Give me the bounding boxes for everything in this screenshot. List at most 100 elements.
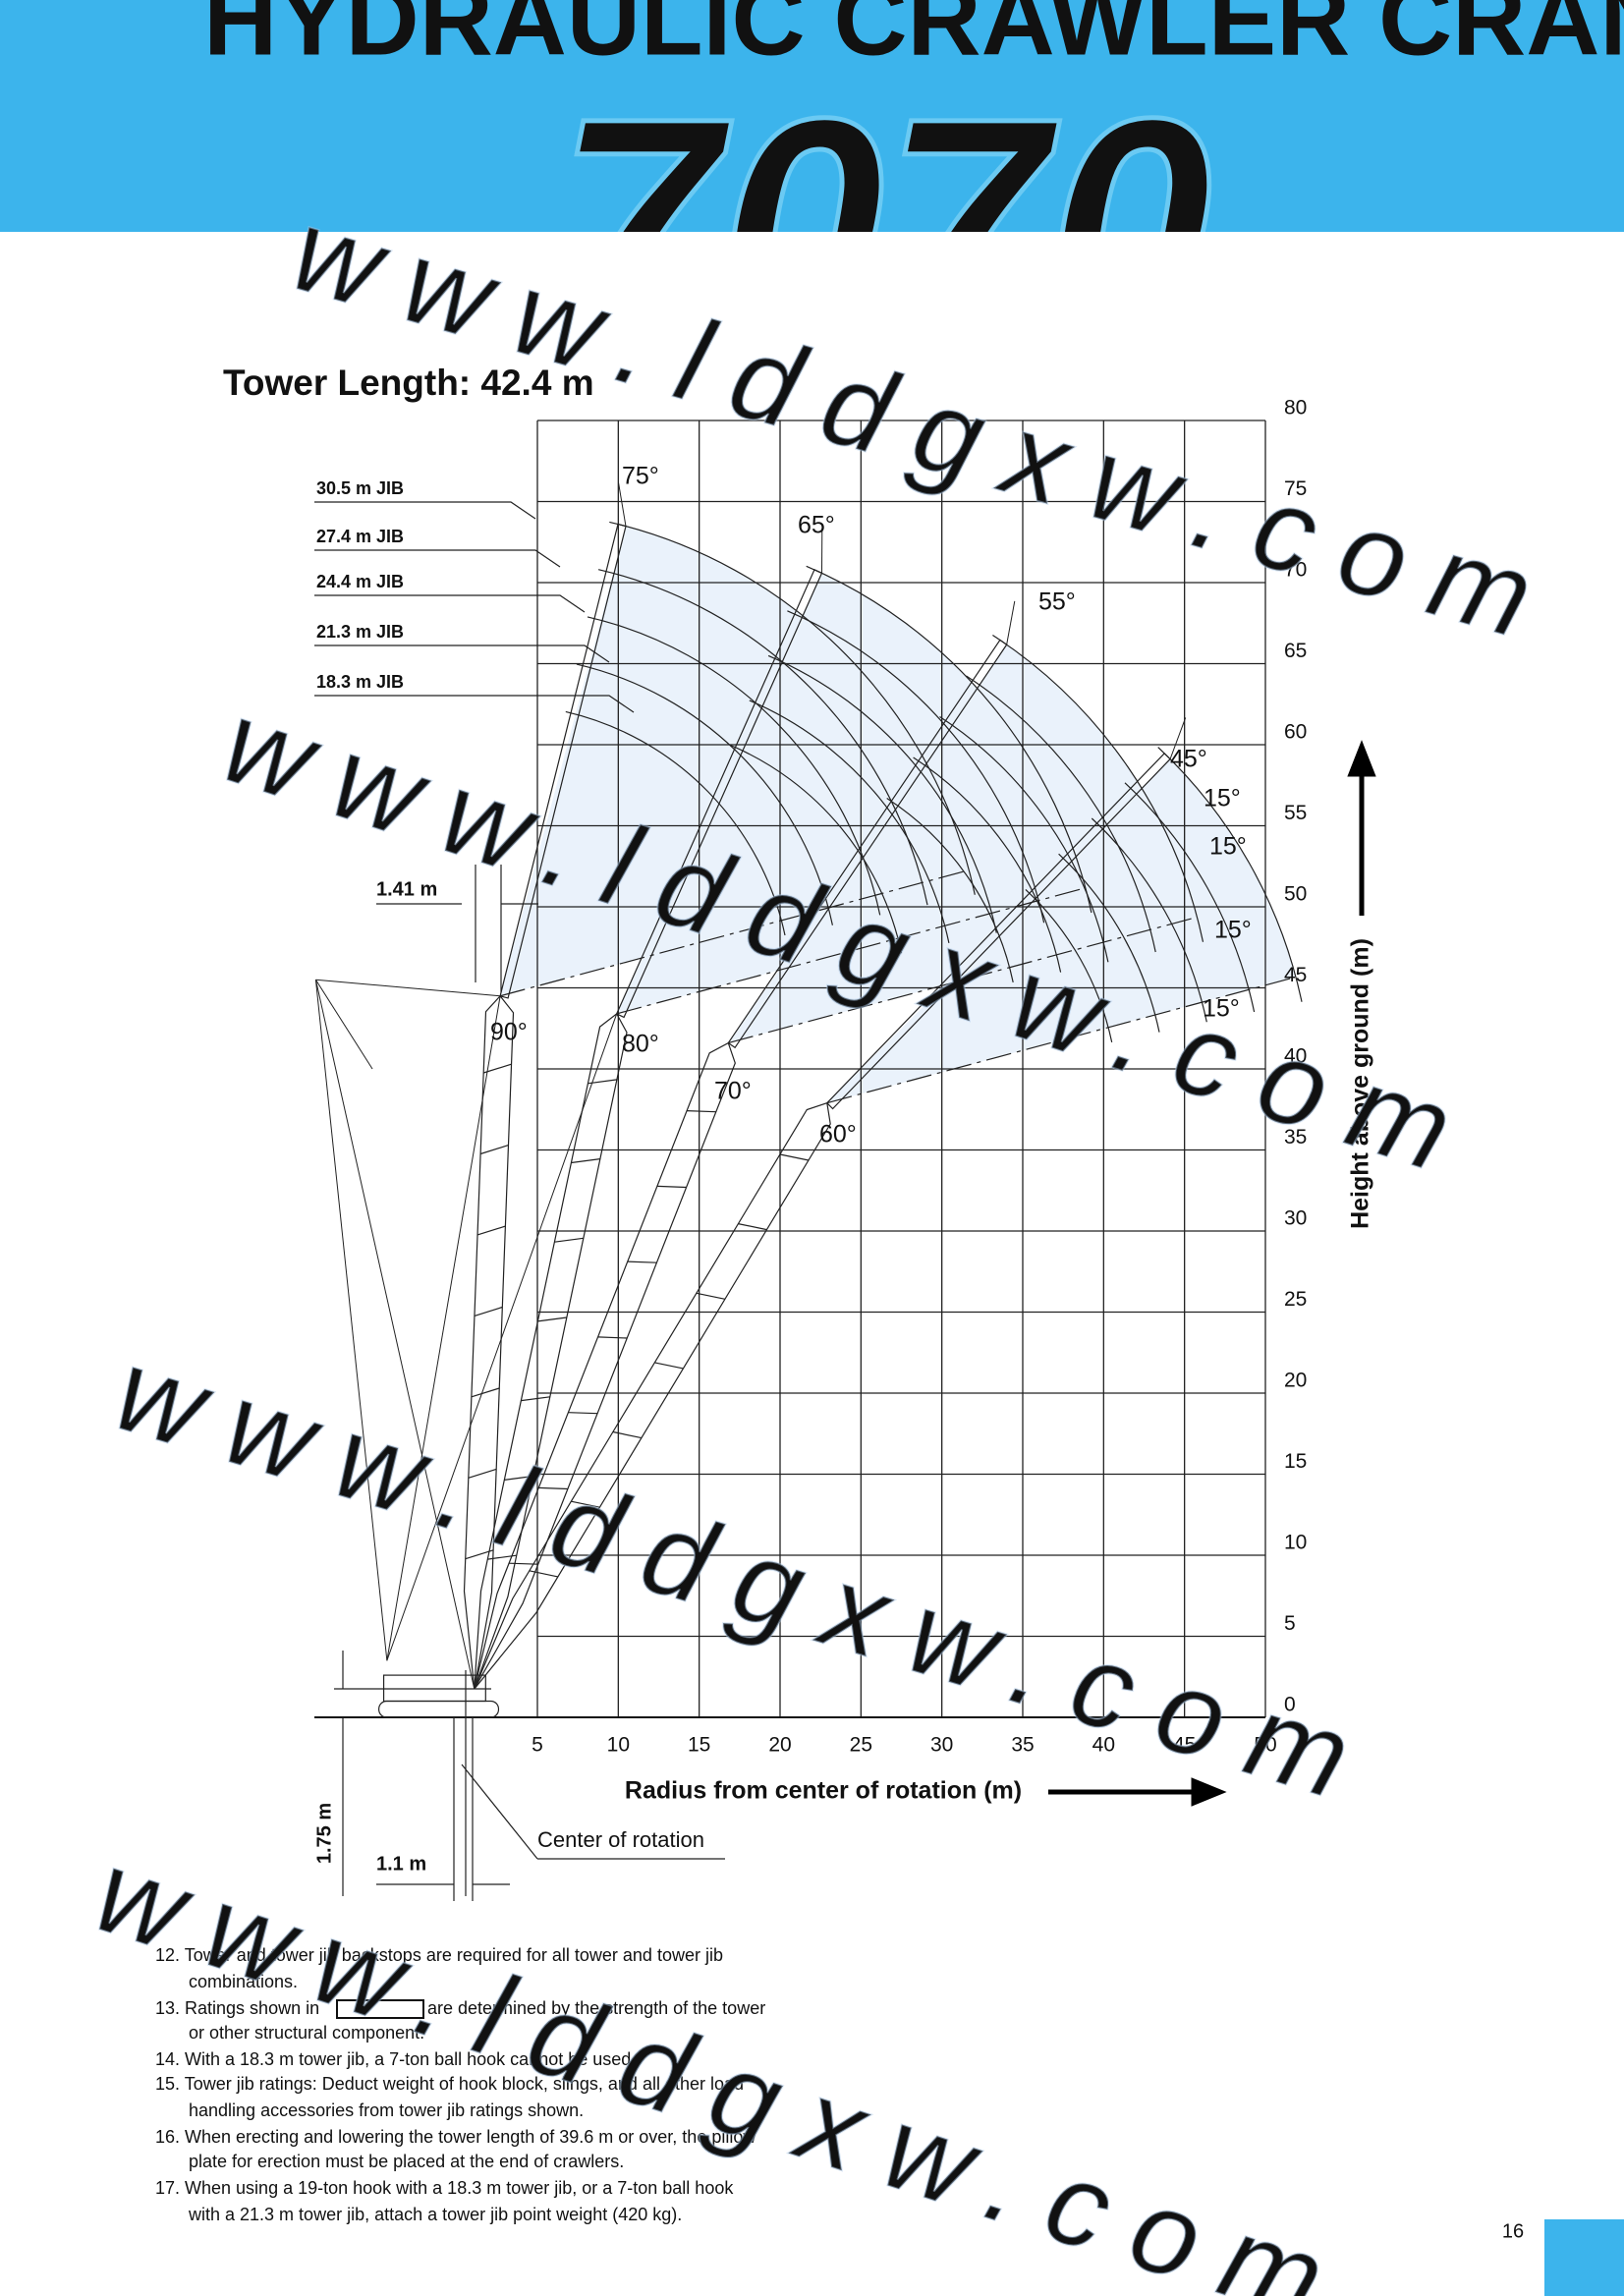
jib-leader (314, 644, 610, 663)
x-axis-arrow (1048, 1777, 1227, 1807)
boom-brace (597, 1336, 628, 1339)
boom-brace (738, 1223, 767, 1231)
diagram-title: Tower Length: 42.4 m (223, 363, 594, 403)
corner-tab (1544, 2219, 1624, 2296)
jib-leader (314, 501, 536, 520)
offset-angle: 15° (1214, 917, 1252, 944)
jib-leader (314, 549, 561, 568)
y-tick-label: 15 (1284, 1450, 1307, 1473)
y-tick-label: 20 (1284, 1370, 1307, 1392)
note-line: or other structural component. (189, 2023, 424, 2043)
y-tick-label: 0 (1284, 1694, 1296, 1716)
dimension-line (334, 1651, 491, 1896)
watermark: www.lddgxw.com (279, 184, 1575, 671)
jib-label: 27.4 m JIB (316, 527, 404, 546)
x-tick-label: 10 (607, 1734, 630, 1757)
jib-angle-leader (618, 482, 627, 527)
boom-brace (571, 1500, 600, 1508)
jib-arc (576, 663, 833, 925)
y-tick-label: 30 (1284, 1207, 1307, 1230)
jib-label: 24.4 m JIB (316, 572, 404, 591)
note-line: 15. Tower jib ratings: Deduct weight of … (155, 2074, 744, 2094)
backstop (314, 980, 388, 1661)
jib-arc (565, 710, 786, 936)
note-line: 12. Tower and tower jib backstops are re… (155, 1945, 723, 1965)
boom-brace (529, 1570, 559, 1578)
x-tick-label: 40 (1092, 1734, 1115, 1757)
boom-brace (568, 1412, 598, 1415)
jib (615, 568, 823, 1019)
jib-arc (966, 675, 1156, 953)
jib-arc (992, 634, 1204, 942)
dimension: 1.41 m (376, 878, 437, 900)
backstop (314, 980, 476, 1690)
jib-arc (1058, 853, 1160, 1033)
offset-line (826, 976, 1297, 1104)
plot: 5 10 15 20 25 30 35 40 45 50051015202530354045505… (313, 397, 1376, 1901)
jib-leader (314, 695, 635, 713)
x-axis-label: Radius from center of rotation (m) (625, 1777, 1022, 1805)
y-axis-arrow (1347, 740, 1376, 916)
header-title: HYDRAULIC CRAWLER CRANE (203, 0, 1624, 77)
note-line: 17. When using a 19-ton hook with a 18.3… (155, 2178, 734, 2198)
note-line: plate for erection must be placed at the… (189, 2152, 624, 2171)
boom-brace (479, 1145, 509, 1155)
note-line: are determined by the strength of the to… (427, 1998, 765, 2018)
boom-brace (588, 1079, 617, 1085)
crane-body (382, 1674, 486, 1703)
jib-arc (1124, 782, 1256, 1013)
jib-arc (886, 797, 1014, 983)
jib-arc (767, 654, 997, 933)
notes: 12. Tower and tower jib backstops are re… (155, 1945, 765, 2224)
jib-arc (587, 616, 881, 916)
boom-brace (521, 1396, 550, 1402)
y-axis-label: Height above ground (m) (1347, 938, 1374, 1229)
boom-brace (779, 1153, 810, 1161)
backstop (386, 1013, 618, 1661)
y-tick-label: 35 (1284, 1126, 1307, 1148)
offset-line (728, 916, 1198, 1044)
jib-arc (806, 565, 1092, 914)
note-line: 16. When erecting and lowering the tower… (155, 2127, 756, 2147)
jib-leader (314, 594, 586, 613)
offset-angle: 15° (1203, 995, 1240, 1023)
boom-brace (471, 1387, 500, 1398)
x-tick-label: 35 (1011, 1734, 1034, 1757)
y-tick-label: 5 (1284, 1612, 1296, 1635)
boom-brace (696, 1292, 726, 1300)
x-tick-label: 45 (1173, 1734, 1196, 1757)
jib-arc (749, 700, 950, 944)
y-tick-label: 10 (1284, 1532, 1307, 1554)
x-tick-label: 30 (930, 1734, 953, 1757)
y-tick-label: 80 (1284, 397, 1307, 420)
jib-angle: 75° (622, 463, 659, 490)
jib-angle: 55° (1038, 588, 1076, 616)
x-tick-label: 5 (532, 1734, 543, 1757)
boom-angle: 70° (714, 1078, 752, 1105)
jib-arc (1157, 747, 1303, 1002)
dimension-line (376, 865, 538, 992)
offset-line (499, 869, 970, 997)
boom-brace (654, 1362, 684, 1370)
y-tick-label: 75 (1284, 477, 1307, 500)
dimension-line (376, 1717, 510, 1901)
backstop (386, 995, 501, 1661)
boom-brace (656, 1185, 687, 1189)
note-line: with a 21.3 m tower jib, attach a tower … (188, 2205, 682, 2224)
y-tick-label: 65 (1284, 640, 1307, 662)
y-tick-label: 60 (1284, 721, 1307, 744)
boom-brace (474, 1306, 503, 1316)
watermark: www.lddgxw.com (101, 1323, 1393, 1832)
x-tick-label: 15 (688, 1734, 710, 1757)
boom-brace (538, 1486, 568, 1490)
boom-brace (571, 1158, 600, 1164)
jib-arc (787, 610, 1045, 924)
boom-angle: 90° (490, 1019, 528, 1046)
y-tick-label: 70 (1284, 559, 1307, 582)
backstop (314, 979, 373, 1070)
page-number: 16 (1502, 2220, 1524, 2242)
boom-brace (483, 1063, 512, 1074)
y-tick-label: 55 (1284, 802, 1307, 824)
boom (474, 1041, 736, 1690)
